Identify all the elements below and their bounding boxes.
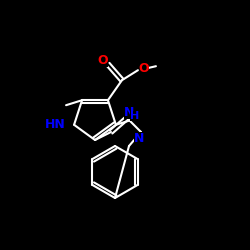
Text: N: N: [124, 106, 134, 118]
Text: N: N: [134, 132, 144, 144]
Text: O: O: [138, 62, 149, 75]
Text: HN: HN: [45, 118, 66, 131]
Text: O: O: [98, 54, 108, 67]
Text: H: H: [130, 111, 140, 121]
